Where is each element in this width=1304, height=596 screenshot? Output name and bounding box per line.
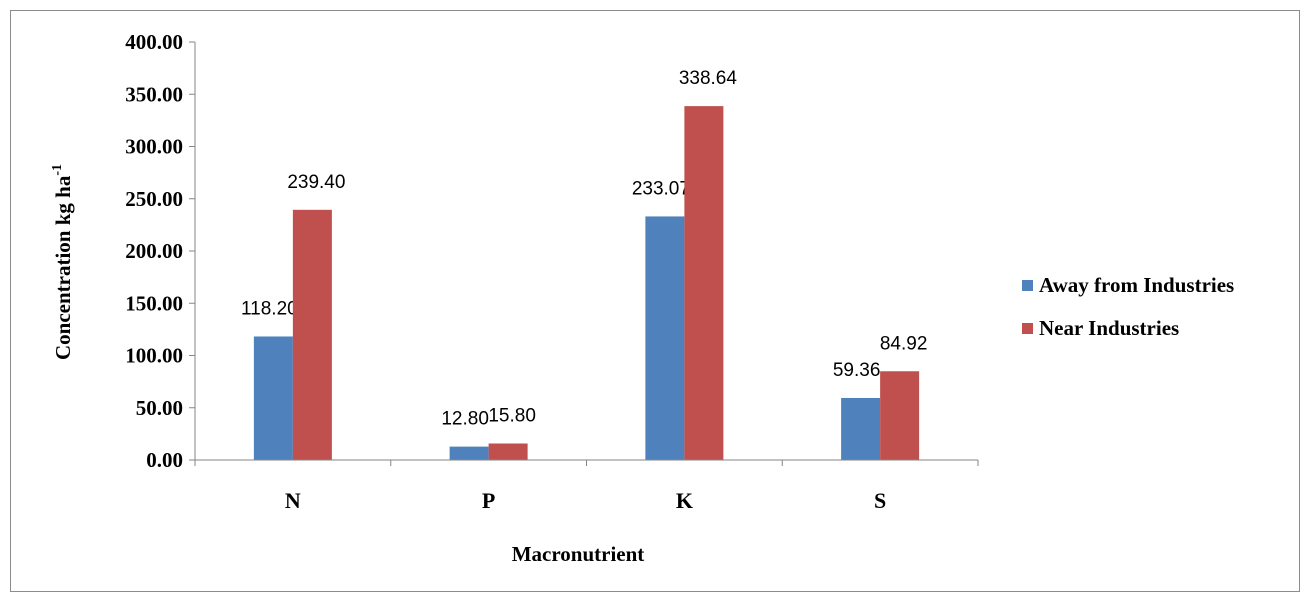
x-tick-label: N [285, 488, 301, 513]
x-tick-label: S [874, 488, 886, 513]
data-label: 338.64 [679, 68, 738, 89]
legend-swatch-away [1022, 280, 1033, 291]
legend: Away from Industries Near Industries [1022, 273, 1234, 340]
data-label: 59.36 [833, 360, 881, 381]
data-label: 12.80 [441, 409, 489, 430]
data-label: 233.07 [632, 178, 690, 199]
y-tick-label: 200.00 [125, 239, 183, 263]
legend-swatch-near [1022, 323, 1033, 334]
x-tick-label: K [676, 488, 693, 513]
bar-near-s [880, 371, 920, 460]
y-tick-label: 300.00 [125, 135, 183, 159]
y-tick-label: 350.00 [125, 82, 183, 106]
bar-away-s [841, 397, 881, 460]
bar-away-n [253, 336, 293, 460]
x-axis-title: Macronutrient [512, 542, 645, 566]
x-tick-label: P [482, 488, 495, 513]
y-tick-label: 50.00 [136, 396, 183, 420]
y-tick-label: 0.00 [146, 448, 183, 472]
bar-near-k [684, 106, 724, 460]
legend-label-away: Away from Industries [1039, 273, 1234, 297]
y-axis-title-superscript: -1 [50, 164, 65, 176]
y-tick-label: 100.00 [125, 344, 183, 368]
data-label: 84.92 [880, 333, 928, 354]
bar-near-p [488, 443, 528, 460]
y-axis-title-main: Concentration kg ha [51, 175, 75, 360]
data-label: 239.40 [287, 172, 345, 193]
y-tick-label: 250.00 [125, 187, 183, 211]
y-axis: 0.00 50.00 100.00 150.00 200.00 250.00 300.00 3… [125, 30, 196, 472]
bar-near-n [292, 209, 332, 460]
data-label: 15.80 [488, 405, 536, 426]
legend-label-near: Near Industries [1039, 316, 1179, 340]
bar-away-p [449, 446, 489, 460]
y-axis-title: Concentration kg ha-1 [50, 164, 75, 360]
bars: 118.20 239.40 12.80 15.80 233.07 338.64 59.36 8… [241, 68, 927, 460]
bar-away-k [645, 216, 685, 460]
y-tick-label: 150.00 [125, 291, 183, 315]
data-label: 118.20 [241, 298, 298, 319]
y-tick-label: 400.00 [125, 30, 183, 54]
